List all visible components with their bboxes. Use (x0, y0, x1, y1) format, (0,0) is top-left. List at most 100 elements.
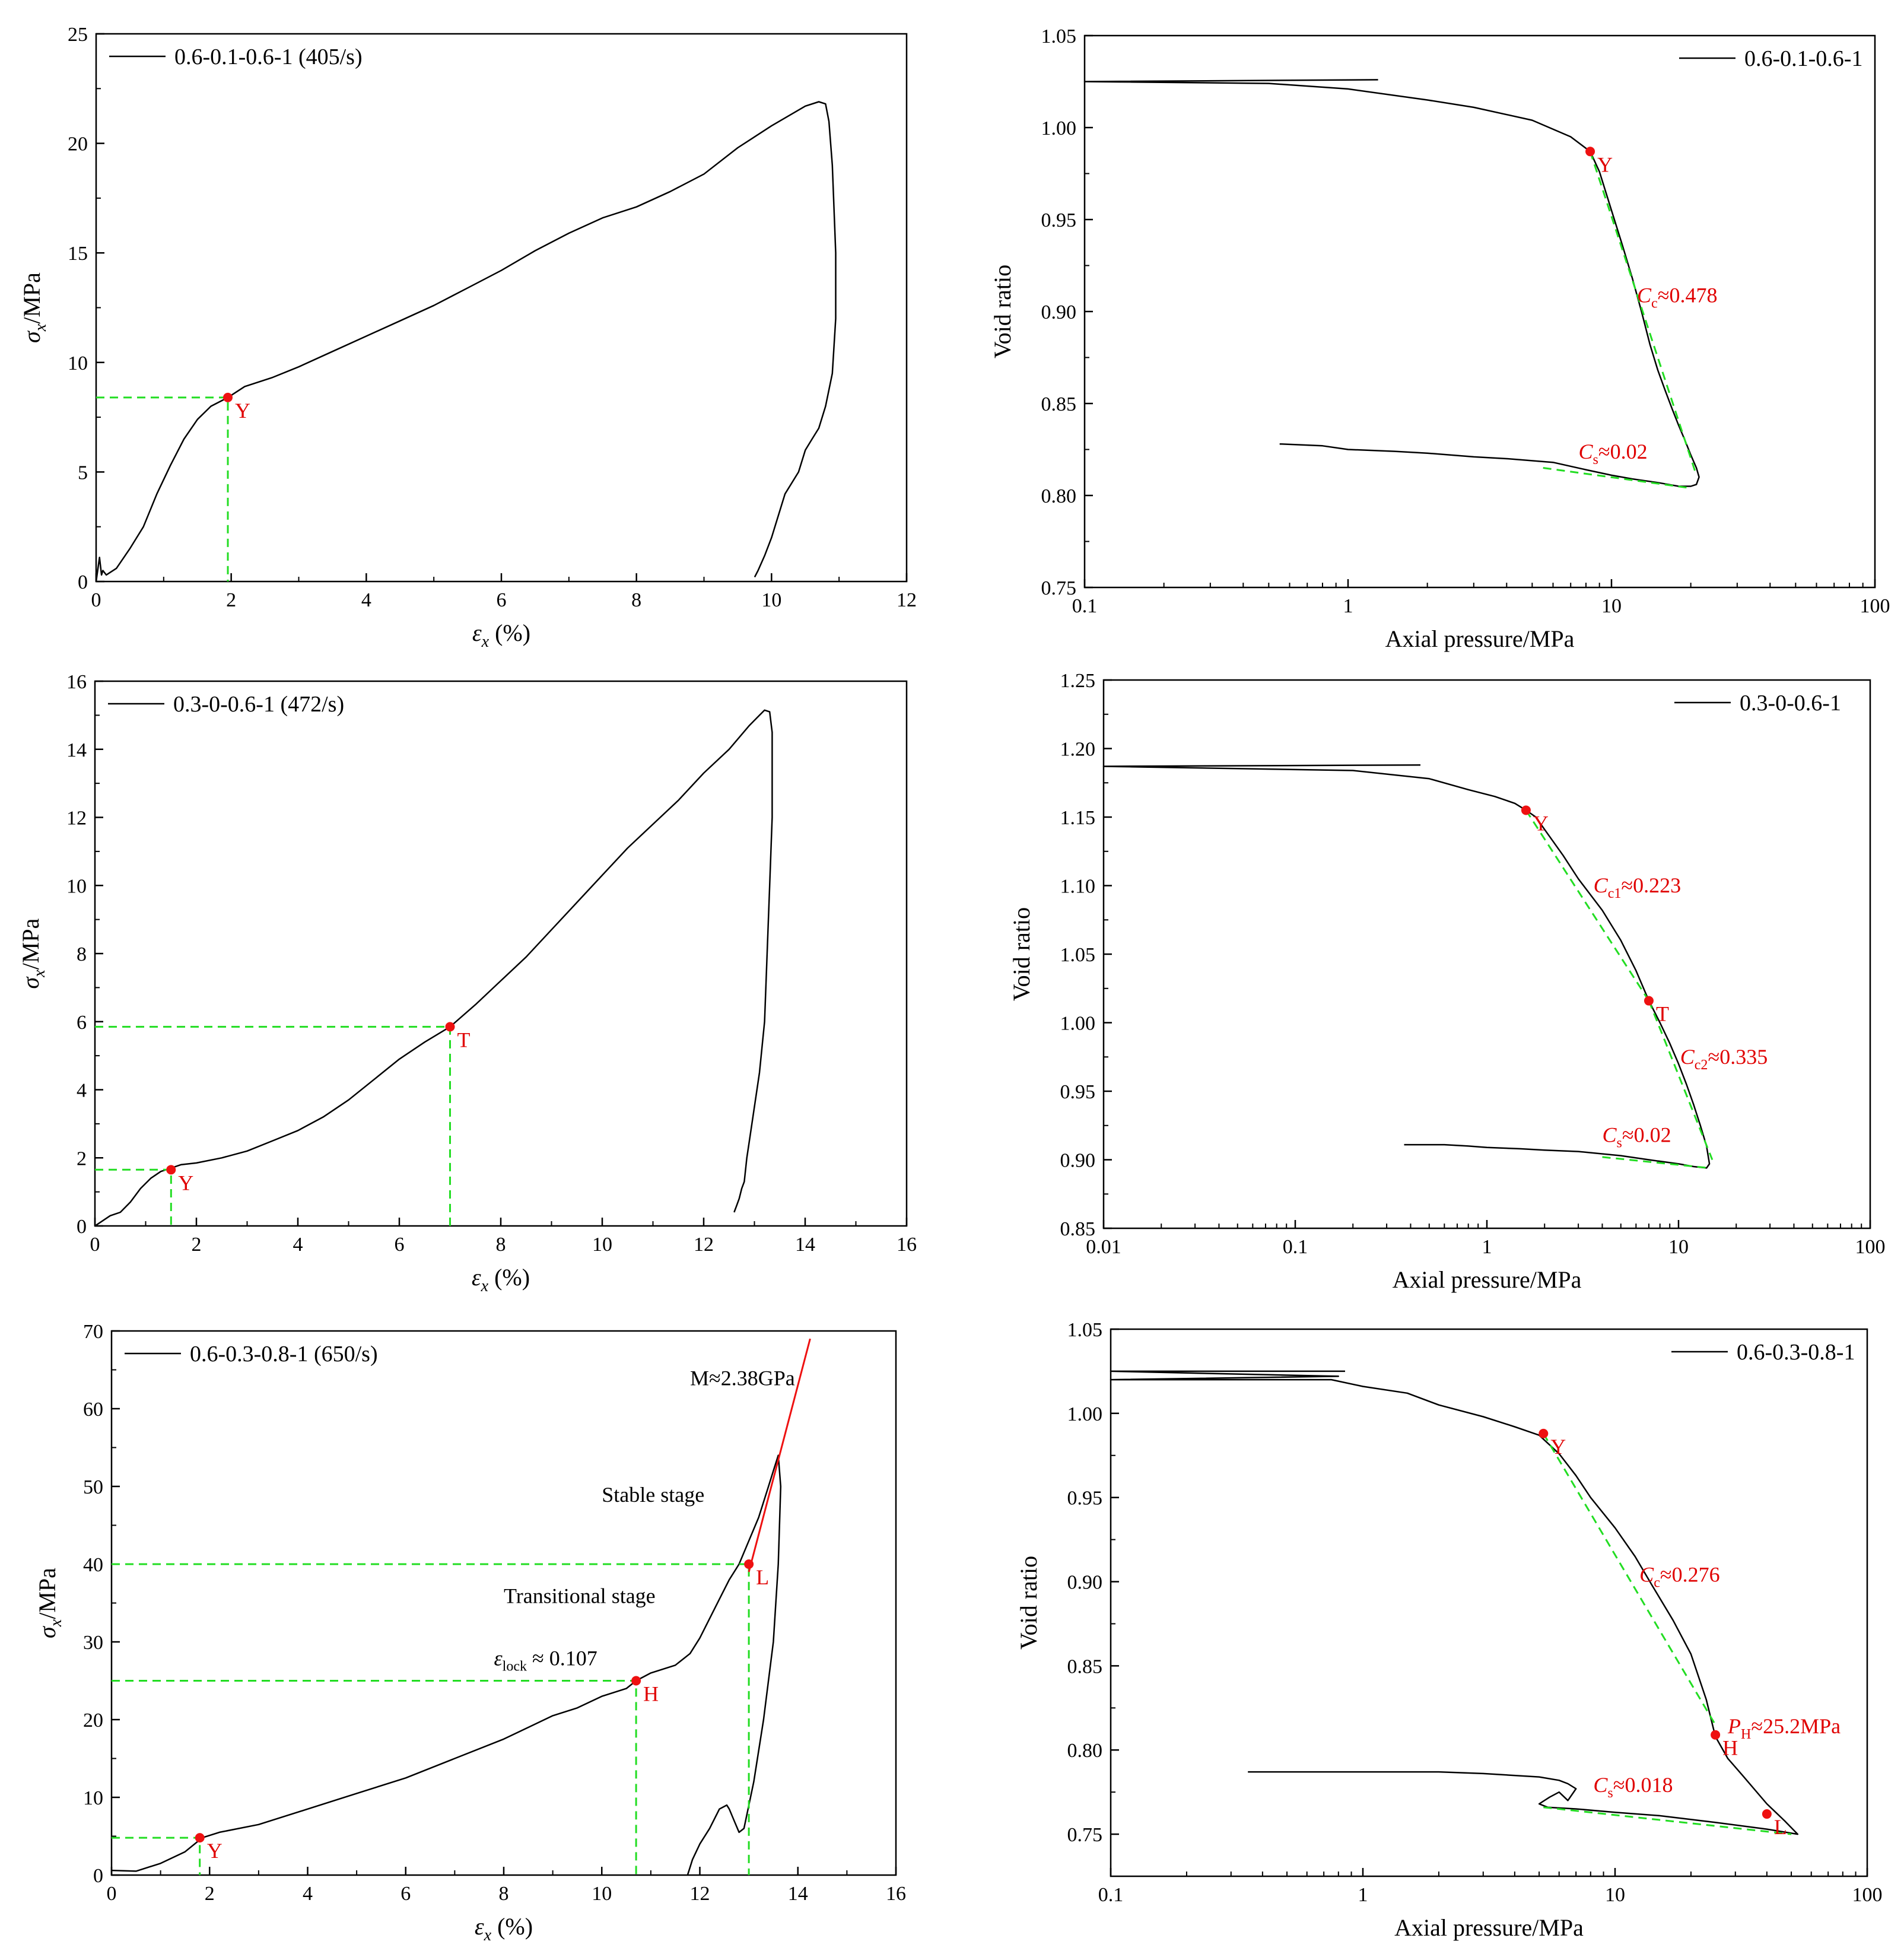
annotation: Cs≈0.018 (1593, 1773, 1673, 1801)
y-axis-label: σx/MPa (18, 272, 50, 343)
x-tick-label: 8 (631, 589, 641, 611)
series-line-data (1110, 1370, 1799, 1835)
x-tick-label: 0 (107, 1883, 117, 1905)
y-tick-label: 1.00 (1067, 1403, 1103, 1425)
y-tick-label: 16 (66, 671, 87, 693)
point-label-L: L (1774, 1815, 1787, 1839)
y-tick-label: 0.90 (1041, 301, 1077, 323)
plot-frame (1110, 1328, 1868, 1877)
chart-p4: 0.01 0.1 1 10 100 0.85 0.90 0.95 1.00 1.05 1.10 1.1… (1008, 670, 1886, 1293)
series-line-dashed-green (112, 1680, 637, 1875)
legend-label: 0.6-0.3-0.8-1 (650/s) (190, 1342, 378, 1367)
marker-point-Y (1585, 147, 1595, 157)
y-tick-label: 30 (83, 1632, 103, 1654)
y-tick-label: 70 (83, 1321, 103, 1343)
x-tick-label: 6 (497, 589, 507, 611)
series-line-dashed-green (1543, 467, 1691, 490)
x-tick-label: 10 (1668, 1236, 1689, 1258)
y-tick-label: 2 (77, 1148, 87, 1170)
chart-p1: 0 2 4 6 8 10 12 0 5 10 15 20 25 εx (%) σx/MPa Y 0.6-0.1-… (18, 24, 917, 651)
chart-p5: 0 2 4 6 8 10 12 14 16 0 10 20 30 40 50 60 70 εx (%) σx/MPa… (34, 1321, 906, 1945)
y-tick-label: 0.75 (1041, 577, 1077, 599)
x-axis-label: Axial pressure/MPa (1393, 1266, 1582, 1293)
y-tick-label: 0.95 (1067, 1488, 1103, 1510)
y-tick-label: 14 (66, 739, 87, 761)
x-tick-label: 8 (496, 1234, 506, 1256)
x-axis-label: εx (%) (472, 1264, 530, 1295)
y-tick-label: 0 (77, 1216, 87, 1238)
plot-frame (1083, 34, 1876, 589)
legend-label: 0.6-0.1-0.6-1 (405/s) (174, 45, 363, 69)
series-line-dashed-green (112, 1837, 201, 1875)
x-tick-label: 0 (91, 589, 101, 611)
x-tick-label: 0.1 (1098, 1884, 1124, 1906)
y-tick-label: 0.95 (1041, 209, 1077, 231)
series-line-dashed-green (1648, 1000, 1714, 1161)
y-axis-label: Void ratio (989, 265, 1016, 358)
y-tick-label: 1.00 (1041, 117, 1077, 139)
y-tick-label: 0.85 (1067, 1656, 1103, 1677)
y-tick-label: 60 (83, 1399, 103, 1421)
x-tick-label: 14 (795, 1234, 815, 1256)
point-label-Y: Y (207, 1839, 222, 1863)
y-axis-label: Void ratio (1015, 1556, 1042, 1650)
series-line-dashed-green (1543, 1806, 1792, 1835)
x-tick-label: 10 (592, 1234, 612, 1256)
x-tick-label: 4 (293, 1234, 303, 1256)
x-tick-label: 6 (395, 1234, 405, 1256)
x-axis-label: Axial pressure/MPa (1385, 625, 1575, 652)
chart-p3: 0 2 4 6 8 10 12 14 16 0 2 4 6 8 10 12 14 16 εx (%) σx/MPa Y T… (17, 671, 917, 1295)
x-tick-label: 16 (886, 1883, 906, 1905)
y-axis-label: Void ratio (1008, 907, 1035, 1001)
point-label-Y: Y (1597, 152, 1613, 176)
point-label-L: L (756, 1565, 769, 1589)
series-line-data (111, 1454, 782, 1876)
y-tick-label: 0.95 (1060, 1081, 1096, 1103)
x-tick-label: 14 (788, 1883, 808, 1905)
x-tick-label: 10 (592, 1883, 612, 1905)
point-label-Y: Y (1550, 1435, 1566, 1459)
x-tick-label: 4 (361, 589, 371, 611)
y-tick-label: 1.20 (1060, 739, 1096, 761)
y-tick-label: 12 (66, 808, 87, 830)
y-tick-label: 0.90 (1060, 1150, 1096, 1172)
marker-point-Y (1539, 1428, 1549, 1438)
marker-point-T (1644, 996, 1654, 1006)
y-tick-label: 0.85 (1041, 393, 1077, 415)
plot-frame (1102, 679, 1871, 1229)
y-tick-label: 1.05 (1060, 944, 1096, 966)
y-tick-label: 0.80 (1067, 1740, 1103, 1762)
y-tick-label: 25 (68, 24, 88, 46)
y-tick-label: 0.90 (1067, 1572, 1103, 1594)
series-line-dashed-green (95, 1025, 451, 1226)
x-tick-label: 10 (1605, 1884, 1625, 1906)
y-tick-label: 0 (93, 1865, 103, 1887)
y-axis-label: σx/MPa (34, 1568, 65, 1638)
x-tick-label: 1 (1358, 1884, 1368, 1906)
y-tick-label: 1.10 (1060, 876, 1096, 898)
series-line-dashed-green (1589, 151, 1698, 476)
x-tick-label: 1 (1343, 595, 1353, 617)
x-tick-label: 16 (897, 1234, 917, 1256)
x-tick-label: 100 (1855, 1236, 1886, 1258)
legend-label: 0.3-0-0.6-1 (1740, 691, 1841, 716)
y-tick-label: 1.15 (1060, 807, 1096, 829)
y-tick-label: 10 (66, 875, 87, 897)
point-label-H: H (643, 1682, 659, 1706)
x-tick-label: 1 (1482, 1236, 1492, 1258)
series-line-dashed-green (1525, 809, 1650, 1002)
x-tick-label: 0.1 (1283, 1236, 1308, 1258)
x-tick-label: 10 (1601, 595, 1622, 617)
annotation: PH≈25.2MPa (1727, 1714, 1841, 1742)
annotation: Cc≈0.478 (1637, 284, 1717, 312)
y-tick-label: 0 (78, 571, 88, 593)
series-line-dashed-green (96, 396, 229, 582)
annotation: M≈2.38GPa (690, 1367, 795, 1390)
point-label-H: H (1722, 1736, 1738, 1760)
x-axis-label: εx (%) (475, 1913, 533, 1945)
annotation: Cc2≈0.335 (1680, 1045, 1768, 1073)
marker-point-L (744, 1559, 754, 1569)
x-tick-label: 0 (90, 1234, 100, 1256)
marker-point-L (1762, 1809, 1772, 1819)
legend-label: 0.6-0.1-0.6-1 (1744, 46, 1862, 71)
